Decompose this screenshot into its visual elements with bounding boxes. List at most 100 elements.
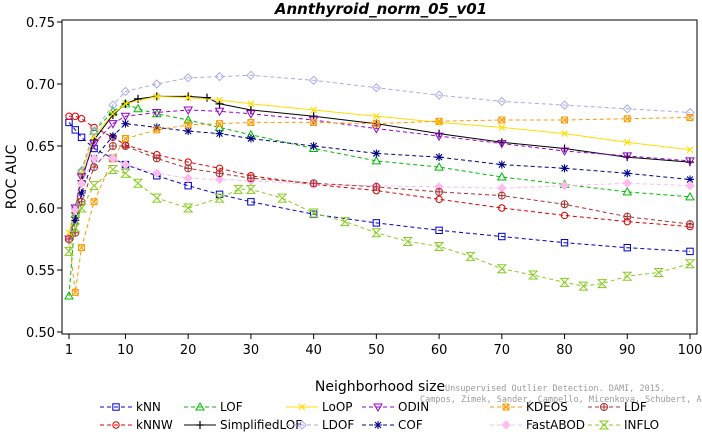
data-point-kdeos — [686, 113, 694, 121]
data-point-fastabod — [120, 159, 131, 170]
data-point-odin — [151, 109, 162, 118]
data-point-inflo — [76, 203, 87, 213]
legend-item-inflo: INFLO — [588, 418, 659, 432]
legend-item-odin: ODIN — [362, 400, 429, 414]
legend-label: FastABOD — [526, 418, 585, 432]
legend-item-ldof: LDOF — [286, 418, 354, 432]
legend-item-knnw: kNNW — [100, 418, 173, 432]
data-point-inflo — [214, 193, 225, 203]
data-point-knnw — [435, 195, 443, 204]
data-point-simplifiedlof — [203, 93, 211, 102]
legend-item-fastabod: FastABOD — [490, 418, 585, 432]
data-point-cof — [686, 175, 694, 184]
data-point-knn — [560, 239, 569, 247]
data-point-inflo — [653, 267, 664, 277]
data-point-cof — [372, 149, 381, 158]
data-point-fastabod — [89, 153, 99, 164]
data-point-inflo — [465, 251, 476, 261]
data-point-inflo — [151, 193, 163, 203]
data-point-loop — [623, 138, 631, 146]
data-point-knn — [71, 126, 79, 134]
data-point-cof — [108, 132, 117, 141]
data-point-cof — [184, 127, 193, 136]
data-point-inflo — [233, 184, 244, 194]
data-point-kdeos — [78, 244, 86, 252]
data-point-inflo — [132, 178, 144, 188]
data-point-lof — [183, 114, 194, 124]
x-tick-label: 50 — [368, 343, 385, 358]
data-point-kdeos — [216, 120, 224, 128]
data-point-kdeos — [90, 198, 98, 206]
data-point-inflo — [107, 165, 119, 175]
data-point-lof — [496, 171, 507, 181]
series-layer — [63, 70, 696, 300]
data-point-loop — [686, 146, 694, 154]
data-point-cof — [560, 164, 569, 173]
legend-marker — [297, 420, 307, 430]
legend-item-simplifiedlof: SimplifiedLOF — [184, 418, 302, 432]
series-line-knnw — [69, 115, 691, 228]
data-point-odin — [108, 120, 118, 129]
legend-label: kNN — [136, 400, 161, 414]
data-point-knn — [184, 181, 192, 190]
data-point-fastabod — [183, 173, 193, 183]
data-point-ldof — [214, 71, 225, 82]
data-point-kdeos — [623, 115, 631, 123]
data-point-ldof — [120, 86, 131, 97]
data-point-fastabod — [685, 180, 695, 191]
y-tick-label: 0.55 — [26, 264, 55, 279]
data-point-kdeos — [310, 118, 318, 126]
data-point-odin — [246, 110, 256, 119]
data-point-inflo — [371, 228, 382, 238]
x-tick-label: 80 — [556, 343, 573, 358]
data-point-knnw — [560, 211, 569, 220]
y-axis-title: ROC AUC — [4, 144, 20, 209]
data-point-kdeos — [121, 135, 129, 143]
data-point-cof — [309, 142, 318, 150]
legend-label: LDF — [624, 400, 647, 414]
data-point-simplifiedlof — [246, 106, 255, 115]
data-point-cof — [152, 123, 161, 132]
data-point-ldof — [685, 107, 695, 118]
data-point-ldof — [497, 96, 507, 107]
data-point-simplifiedlof — [108, 111, 117, 119]
data-point-kdeos — [561, 116, 569, 124]
series-inflo — [63, 165, 696, 291]
data-point-inflo — [402, 236, 413, 246]
data-point-inflo — [63, 246, 75, 256]
data-point-knn — [372, 219, 381, 227]
legend-label: LoOP — [322, 400, 353, 414]
data-point-inflo — [622, 271, 633, 281]
x-tick-label: 1 — [65, 343, 73, 358]
data-point-ldf — [152, 154, 161, 163]
data-point-cof — [215, 129, 224, 138]
data-point-fastabod — [559, 180, 570, 191]
data-point-lof — [371, 155, 382, 165]
data-point-ldof — [371, 83, 382, 93]
data-point-fastabod — [214, 174, 225, 185]
legend-item-kdeos: KDEOS — [490, 400, 568, 414]
series-line-loop — [68, 95, 691, 233]
legend-label: LOF — [220, 400, 243, 414]
data-point-knn — [90, 144, 98, 153]
series-kdeos — [65, 113, 694, 296]
data-point-ldf — [372, 182, 381, 191]
legend-marker — [196, 421, 204, 429]
chart-title: Annthyroid_norm_05_v01 — [274, 0, 487, 18]
y-tick-label: 0.65 — [26, 140, 55, 155]
legend-marker — [112, 403, 120, 411]
legend-label: kNNW — [136, 418, 173, 432]
data-point-ldf — [309, 179, 318, 188]
data-point-cof — [623, 169, 632, 178]
data-point-loop — [109, 110, 117, 118]
data-point-ldf — [121, 142, 130, 150]
data-point-inflo — [120, 168, 131, 178]
data-point-ldof — [559, 100, 570, 110]
data-point-inflo — [684, 259, 696, 269]
legend-marker — [112, 421, 120, 429]
data-point-lof — [434, 162, 444, 171]
series-line-odin — [68, 109, 691, 240]
x-tick-label: 100 — [678, 343, 702, 358]
data-point-odin — [496, 140, 507, 149]
